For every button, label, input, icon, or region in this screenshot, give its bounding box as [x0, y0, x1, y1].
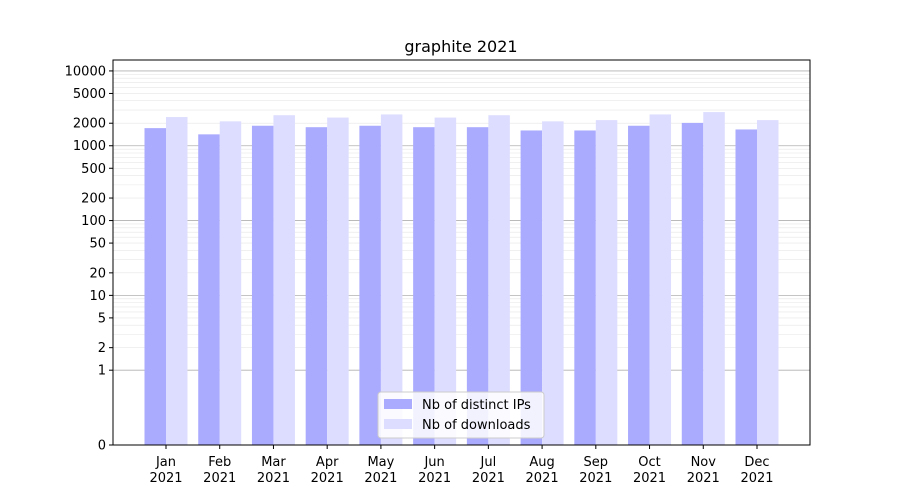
x-tick-label: May 2021: [364, 455, 397, 486]
bar-distinct-ips: [681, 122, 704, 446]
y-tick-label: 200: [81, 192, 106, 207]
bar-downloads: [219, 121, 242, 445]
bar-downloads: [542, 121, 564, 445]
y-tick-label: 1: [98, 364, 106, 379]
bar-distinct-ips: [628, 125, 650, 446]
bar-downloads: [649, 114, 672, 445]
x-tick-label: Aug 2021: [526, 455, 559, 486]
bars: [144, 112, 779, 446]
bar-distinct-ips: [735, 129, 757, 445]
legend-swatch: [384, 419, 412, 429]
bar-distinct-ips: [144, 128, 166, 445]
x-tick-label: Nov 2021: [687, 455, 720, 486]
bar-downloads: [488, 115, 510, 445]
x-tick-label: Sep 2021: [579, 455, 612, 486]
y-tick-label: 1000: [73, 139, 106, 154]
legend-box: [377, 391, 545, 439]
legend: Nb of distinct IPs Nb of downloads: [377, 391, 545, 439]
x-tick-label: Feb 2021: [203, 455, 236, 486]
bar-distinct-ips: [466, 127, 489, 446]
bar-downloads: [327, 117, 349, 446]
bar-distinct-ips: [520, 130, 543, 445]
bar-downloads: [595, 120, 618, 445]
bar-distinct-ips: [251, 125, 274, 446]
bar-distinct-ips: [198, 134, 220, 445]
bar-distinct-ips: [359, 125, 381, 446]
y-tick-label: 5000: [73, 87, 106, 102]
x-tick-label: Oct 2021: [633, 455, 666, 486]
bar-downloads: [703, 112, 725, 445]
plot-frame: [112, 59, 811, 446]
bar-downloads: [757, 120, 779, 445]
x-tick-label: Mar 2021: [257, 455, 290, 486]
bar-distinct-ips: [413, 127, 435, 446]
x-tick-label: Jan 2021: [149, 455, 182, 486]
bar-distinct-ips: [574, 130, 596, 445]
bar-downloads: [273, 115, 295, 445]
bar-downloads: [380, 114, 403, 445]
y-tick-label: 5: [98, 311, 106, 326]
x-tick-label: Jul 2021: [472, 455, 505, 486]
bar-downloads: [434, 117, 457, 446]
x-tick-label: Jun 2021: [418, 455, 451, 486]
y-tick-label: 2000: [73, 117, 106, 132]
y-tick-label: 10: [89, 289, 106, 304]
y-tick-label: 10000: [65, 64, 106, 79]
chart-title: graphite 2021: [404, 37, 517, 56]
x-tick-label: Dec 2021: [740, 455, 773, 486]
legend-label: Nb of downloads: [422, 418, 531, 433]
legend-swatch: [384, 399, 412, 409]
x-tick-label: Apr 2021: [311, 455, 344, 486]
y-tick-label: 100: [81, 214, 106, 229]
legend-label: Nb of distinct IPs: [422, 398, 531, 413]
axes: 0 1 2 5 10 20 50 100 200 500 1000 2000 5000 10000 Jan 2…: [65, 59, 811, 486]
bar-distinct-ips: [305, 127, 328, 446]
y-tick-label: 500: [81, 162, 106, 177]
bar-downloads: [166, 117, 188, 445]
y-tick-label: 0: [98, 439, 106, 454]
y-tick-label: 20: [89, 266, 106, 281]
y-tick-label: 2: [98, 341, 106, 356]
y-tick-label: 50: [89, 237, 106, 252]
